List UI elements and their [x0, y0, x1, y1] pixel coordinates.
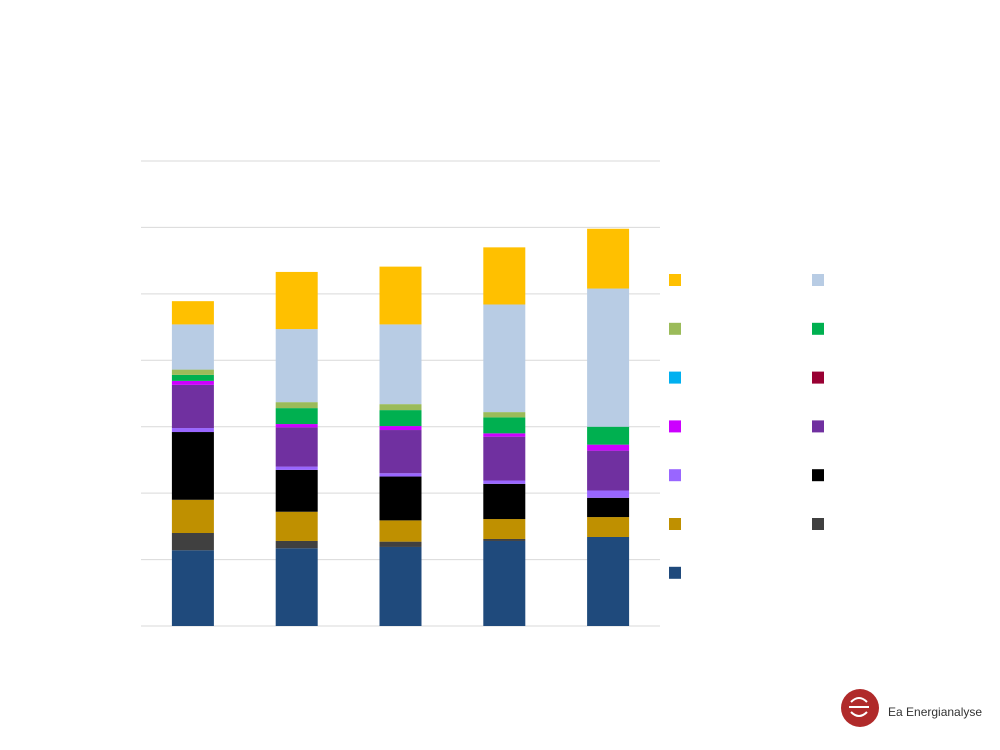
legend-swatch [669, 469, 681, 482]
logo-glyph [849, 697, 869, 717]
bar-segment [275, 548, 318, 626]
bar-segment [275, 469, 318, 512]
bar-segment [275, 427, 318, 467]
legend-swatch [669, 518, 681, 530]
bar-segment [275, 408, 318, 425]
bar-segment [171, 499, 214, 533]
bar-segment [275, 511, 318, 541]
bar-segment [587, 228, 630, 289]
legend-swatch [812, 274, 824, 286]
legend-swatch [812, 469, 824, 482]
bar-segment [483, 540, 526, 626]
bar-segment [483, 480, 526, 484]
legend-swatch [669, 371, 681, 384]
bar-segment [379, 404, 422, 411]
logo-text: Ea Energianalyse [888, 705, 982, 719]
bar-segment [275, 424, 318, 428]
legend-swatch [812, 371, 824, 384]
bar-segment [483, 433, 526, 437]
bar-segment [587, 517, 630, 537]
bar-segment [275, 540, 318, 549]
bar-segment [587, 444, 630, 451]
legend-swatch [669, 420, 681, 433]
bar-segment [275, 402, 318, 409]
legend-swatch [669, 274, 681, 286]
bar-segment [483, 519, 526, 539]
bar-segment [379, 546, 422, 626]
bar-segment [483, 247, 526, 305]
bar-segment [171, 374, 214, 381]
bar-segment [275, 329, 318, 403]
bar-segment [379, 430, 422, 474]
legend-swatch [812, 518, 824, 530]
legend-swatch [669, 322, 681, 335]
bar-segment [587, 450, 630, 491]
bar-segment [171, 369, 214, 375]
bar-segment [171, 432, 214, 500]
logo [841, 689, 879, 727]
bar-segment [379, 324, 422, 405]
bar-segment [483, 417, 526, 434]
bar-segment [171, 380, 214, 385]
bar-segment [587, 536, 630, 626]
bar-segment [171, 301, 214, 325]
bar-segment [171, 428, 214, 433]
bar-segment [483, 538, 526, 541]
bar-segment [587, 288, 630, 427]
bar-segment [379, 541, 422, 547]
bar-segment [171, 550, 214, 626]
legend-swatch [812, 322, 824, 335]
bar-segment [379, 426, 422, 431]
bar-segment [587, 497, 630, 518]
bar-segment [379, 520, 422, 542]
bar-segment [483, 483, 526, 520]
bar-segment [587, 426, 630, 445]
bar-segment [483, 304, 526, 413]
bar-segment [587, 490, 630, 498]
bar-segment [171, 324, 214, 370]
bar-segment [275, 466, 318, 470]
bar-segment [483, 412, 526, 418]
bar-segment [171, 384, 214, 429]
bar-segment [379, 473, 422, 477]
bar-segment [379, 266, 422, 325]
bar-segment [379, 476, 422, 521]
bar-segment [171, 533, 214, 551]
legend-swatch [812, 420, 824, 433]
legend-swatch [669, 566, 681, 579]
bar-segment [483, 436, 526, 481]
bar-segment [275, 271, 318, 330]
bar-segment [379, 410, 422, 427]
